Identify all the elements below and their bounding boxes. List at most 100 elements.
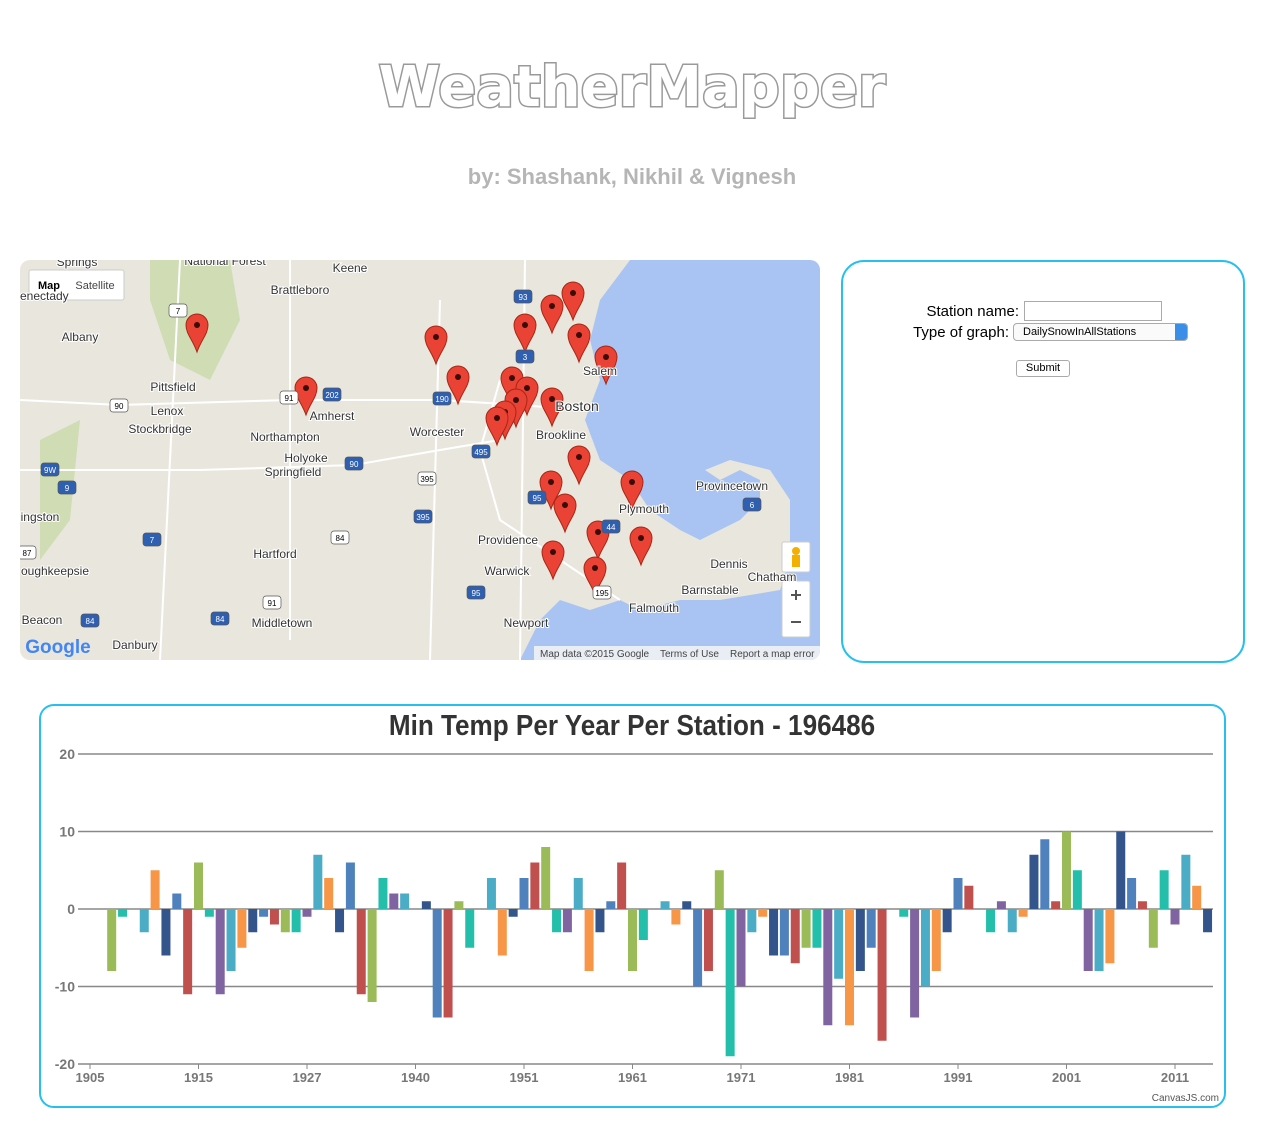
place-label: National Forest (184, 254, 266, 268)
bar (562, 909, 572, 933)
place-label: Beacon (22, 613, 63, 627)
station-input[interactable] (1024, 301, 1162, 321)
road-shield (142, 532, 162, 547)
place-label: Springs (57, 255, 98, 269)
road-shield-label: 84 (216, 615, 225, 624)
bar (259, 909, 269, 917)
marker-dot (194, 322, 200, 328)
road-shield (168, 303, 188, 318)
bar (1159, 870, 1169, 909)
satellite-button[interactable]: Satellite (75, 280, 114, 292)
map-marker[interactable] (541, 540, 565, 581)
map-marker[interactable] (513, 313, 537, 354)
bar (779, 909, 789, 956)
map-marker[interactable] (561, 281, 585, 322)
road-shield (515, 349, 535, 364)
bar (530, 862, 540, 909)
chart: -20 -10 0 10 20 1905 1915 1927 1940 1951 1961 1971 1… (55, 746, 1213, 1085)
bar (1018, 909, 1028, 917)
bar (454, 901, 464, 909)
report-link[interactable]: Report a map error (730, 649, 815, 660)
bar (855, 909, 865, 971)
bar (747, 909, 757, 933)
road-shield (601, 519, 621, 534)
map-marker[interactable] (540, 387, 564, 428)
markers (185, 281, 653, 597)
bar (920, 909, 930, 987)
marker-dot (548, 479, 554, 485)
road-shield-label: 95 (533, 494, 542, 503)
y-tick-label: 20 (59, 746, 75, 762)
bar (248, 909, 258, 933)
road-shield (80, 613, 100, 628)
marker-dot (494, 415, 500, 421)
road-shield-label: 44 (607, 523, 616, 532)
map-marker[interactable] (485, 406, 509, 447)
bar (302, 909, 312, 917)
bar (877, 909, 887, 1041)
x-tick-label: 1971 (727, 1070, 756, 1085)
submit-button[interactable]: Submit (1016, 360, 1070, 377)
y-tick-label: -10 (55, 979, 75, 995)
road-shield-label: 202 (325, 391, 339, 400)
pegman-body (792, 555, 800, 567)
road-shield-label: 90 (350, 460, 359, 469)
map[interactable]: Map Satellite Google Map data ©2015 Goog… (7, 254, 820, 660)
y-tick-label: 10 (59, 824, 75, 840)
bar (769, 909, 779, 956)
bar (378, 878, 388, 909)
road-shield (322, 387, 342, 402)
zoom-control (781, 580, 811, 638)
marker-dot (562, 502, 568, 508)
map-marker[interactable] (424, 325, 448, 366)
place-label: Holyoke (284, 451, 328, 465)
x-tick-label: 1961 (618, 1070, 647, 1085)
place-label: Middletown (252, 616, 313, 630)
bar (628, 909, 637, 971)
map-marker[interactable] (185, 313, 209, 354)
map-marker[interactable] (583, 556, 607, 597)
bar (1051, 901, 1061, 909)
map-marker[interactable] (594, 345, 618, 386)
marker-dot (524, 385, 530, 391)
map-marker[interactable] (567, 323, 591, 364)
terms-link[interactable]: Terms of Use (660, 649, 719, 660)
marker-dot (549, 303, 555, 309)
bar (280, 909, 290, 933)
bar (508, 909, 518, 917)
x-tick-label: 1991 (944, 1070, 973, 1085)
marker-dot (638, 535, 644, 541)
bar (573, 878, 583, 909)
graph-option: DailySnowInAllStations (1023, 326, 1137, 338)
place-label: Brookline (536, 428, 586, 442)
road-shield (262, 595, 282, 610)
bar (1040, 839, 1050, 909)
bar (823, 909, 833, 1026)
map-marker[interactable] (620, 470, 644, 511)
map-marker[interactable] (540, 294, 564, 335)
map-marker[interactable] (567, 445, 591, 486)
map-marker[interactable] (446, 365, 470, 406)
bar (291, 909, 301, 933)
marker-dot (550, 549, 556, 555)
map-button[interactable]: Map (38, 280, 60, 292)
map-marker[interactable] (553, 493, 577, 534)
road-shield-label: 95 (472, 589, 481, 598)
place-label: Brattleboro (271, 283, 330, 297)
road-shield-label: 3 (523, 353, 528, 362)
road-shield (471, 444, 491, 459)
chart-panel (39, 704, 1226, 1108)
graph-select[interactable]: DailySnowInAllStations (1013, 323, 1188, 341)
road-shield (513, 289, 533, 304)
road-shield-label: 91 (268, 599, 277, 608)
map-marker[interactable] (629, 526, 653, 567)
road-shield-label: 190 (435, 395, 449, 404)
bar (953, 878, 963, 909)
bar (541, 847, 551, 909)
place-label: Worcester (410, 425, 464, 439)
marker-dot (570, 290, 576, 296)
marker-dot (592, 565, 598, 571)
road-shield (466, 585, 486, 600)
chart-title: Min Temp Per Year Per Station - 196486 (389, 709, 875, 742)
